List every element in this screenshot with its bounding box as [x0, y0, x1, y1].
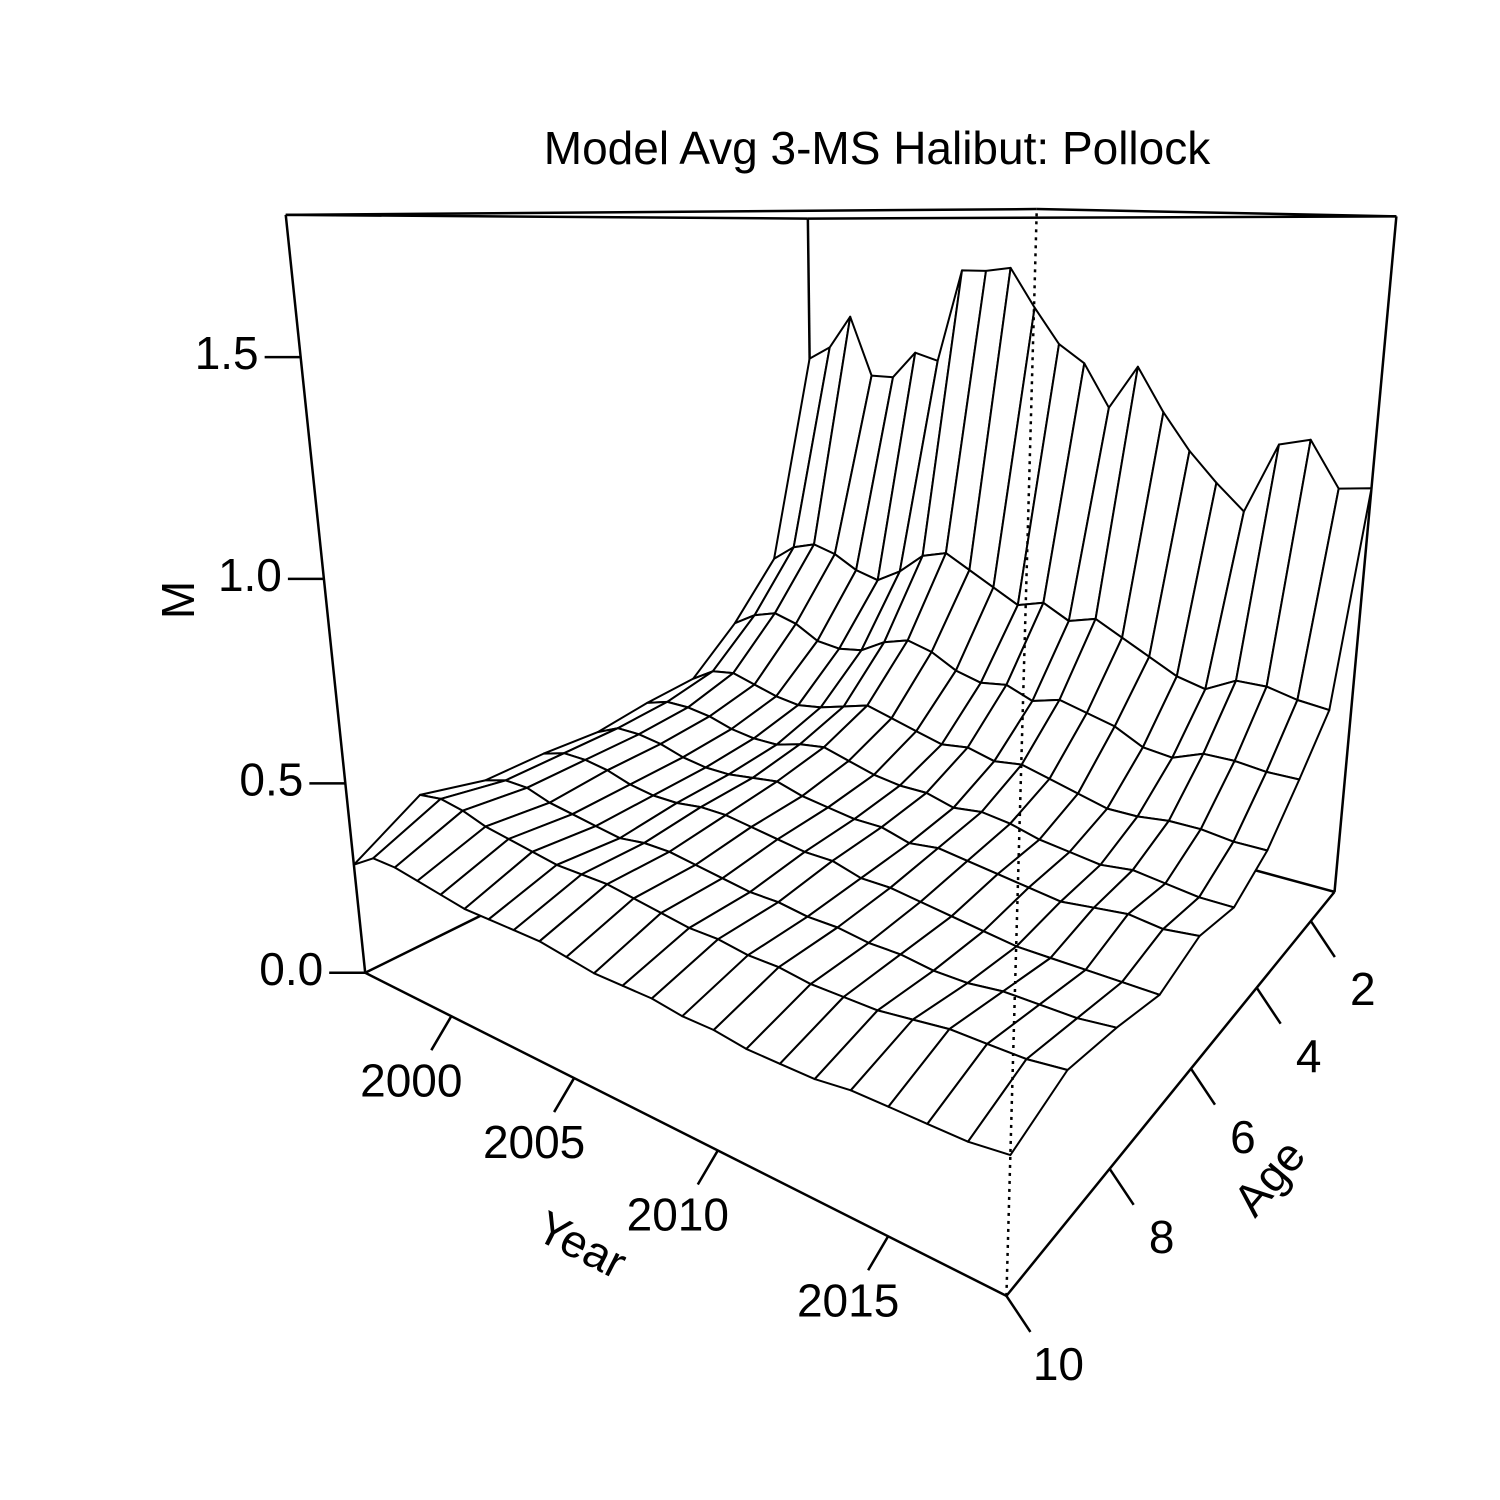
y-tick [1108, 1168, 1135, 1206]
z-tick-label: 1.5 [195, 327, 259, 379]
x-tick [867, 1235, 890, 1271]
x-tick [696, 1149, 719, 1186]
box-edge [285, 213, 808, 220]
box-edge [1036, 207, 1397, 218]
x-tick-label: 2005 [483, 1116, 585, 1168]
y-tick-label: 8 [1149, 1211, 1175, 1263]
box-edge [284, 214, 367, 973]
x-tick-label: 2000 [360, 1054, 462, 1106]
box-edge [1005, 891, 1336, 1297]
box-edge [807, 215, 1397, 220]
y-tick [1309, 920, 1336, 958]
x-tick-label: 2015 [797, 1274, 899, 1326]
y-tick-label: 10 [1033, 1338, 1084, 1390]
box-edge-hidden [1005, 209, 1039, 1296]
z-tick-label: 0.0 [259, 943, 323, 995]
z-axis-label: M [152, 581, 204, 619]
x-tick [430, 1015, 453, 1051]
x-tick [553, 1077, 576, 1113]
chart-title: Model Avg 3-MS Halibut: Pollock [544, 122, 1211, 174]
surface-facet [967, 1058, 1069, 1157]
y-tick [1189, 1067, 1217, 1106]
y-tick [1255, 987, 1282, 1025]
y-tick-label: 4 [1296, 1030, 1322, 1082]
y-tick-label: 6 [1230, 1111, 1256, 1163]
box-edge [1333, 216, 1398, 892]
box-edge [364, 971, 1007, 1298]
z-tick-label: 0.5 [239, 754, 303, 806]
box-edge [285, 207, 1037, 217]
y-tick-label: 2 [1350, 963, 1376, 1015]
y-tick [1005, 1295, 1032, 1333]
z-tick-label: 1.0 [218, 549, 282, 601]
x-tick-label: 2010 [627, 1189, 729, 1241]
